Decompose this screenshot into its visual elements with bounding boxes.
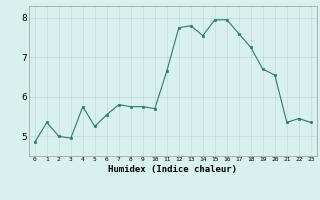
X-axis label: Humidex (Indice chaleur): Humidex (Indice chaleur) [108, 165, 237, 174]
